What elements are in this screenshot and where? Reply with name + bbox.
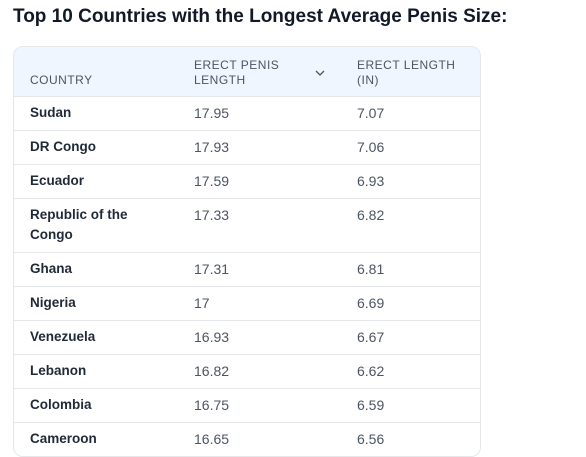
- table-row: Colombia 16.75 6.59: [14, 388, 480, 423]
- table-container: COUNTRY ERECT PENIS LENGTH ERECT LENGTH …: [13, 46, 481, 457]
- value-cell: 16.93: [178, 320, 341, 355]
- value-cell: 17.31: [178, 252, 341, 287]
- header-cell: COUNTRY: [14, 47, 178, 97]
- country-cell: Nigeria: [14, 286, 178, 321]
- country-cell: Venezuela: [14, 320, 178, 355]
- header-cell[interactable]: ERECT PENIS LENGTH: [178, 47, 341, 97]
- value-cell: 6.62: [341, 354, 480, 389]
- value-cell: 17.93: [178, 130, 341, 165]
- table-row: Nigeria 17 6.69: [14, 286, 480, 321]
- table-row: Lebanon 16.82 6.62: [14, 354, 480, 389]
- value-cell: 6.67: [341, 320, 480, 355]
- table-row: DR Congo 17.93 7.06: [14, 130, 480, 165]
- value-cell: 17.33: [178, 198, 341, 253]
- table-row: Ecuador 17.59 6.93: [14, 164, 480, 199]
- value-cell: 6.82: [341, 198, 480, 253]
- country-cell: Colombia: [14, 388, 178, 423]
- table-row: Cameroon 16.65 6.56: [14, 423, 480, 457]
- country-cell: Ecuador: [14, 164, 178, 199]
- country-cell: DR Congo: [14, 130, 178, 165]
- value-cell: 17: [178, 286, 341, 321]
- country-cell: Cameroon: [30, 431, 97, 446]
- value-cell: 16.82: [178, 354, 341, 389]
- data-table: COUNTRY ERECT PENIS LENGTH ERECT LENGTH …: [14, 47, 480, 456]
- value-cell: 7.07: [341, 96, 480, 131]
- country-cell: Sudan: [14, 96, 178, 131]
- value-cell: 16.75: [178, 388, 341, 423]
- value-cell: 16.65: [194, 431, 230, 447]
- country-cell: Lebanon: [14, 354, 178, 389]
- value-cell: 17.59: [178, 164, 341, 199]
- table-row: Ghana 17.31 6.81: [14, 252, 480, 287]
- sort-icon[interactable]: [315, 69, 325, 77]
- value-cell: 6.59: [341, 388, 480, 423]
- page-title: Top 10 Countries with the Longest Averag…: [13, 6, 508, 27]
- table-row: Venezuela 16.93 6.67: [14, 320, 480, 355]
- value-cell: 7.06: [341, 130, 480, 165]
- table-row: Republic of the Congo 17.33 6.82: [14, 198, 480, 253]
- country-cell: Republic of the Congo: [14, 198, 178, 253]
- header-row: COUNTRY ERECT PENIS LENGTH ERECT LENGTH …: [14, 47, 480, 97]
- header-text: ERECT PENIS LENGTH: [194, 58, 280, 87]
- value-cell: 6.93: [341, 164, 480, 199]
- value-cell: 17.95: [178, 96, 341, 131]
- value-cell: 6.56: [357, 431, 385, 447]
- table-row: Sudan 17.95 7.07: [14, 96, 480, 131]
- value-cell: 6.81: [341, 252, 480, 287]
- country-cell: Ghana: [14, 252, 178, 287]
- header-cell: ERECT LENGTH (IN): [341, 47, 480, 97]
- value-cell: 6.69: [341, 286, 480, 321]
